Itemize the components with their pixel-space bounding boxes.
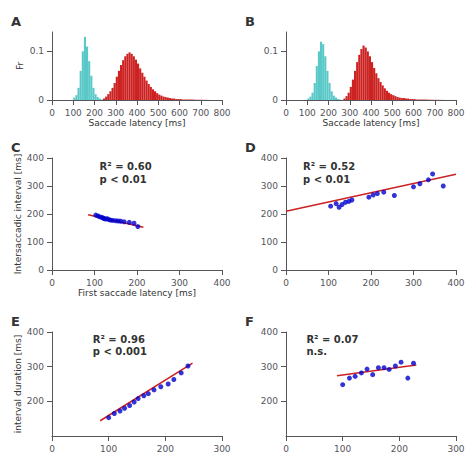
- svg-text:p < 0.001: p < 0.001: [93, 346, 147, 357]
- svg-text:Saccade latency [ms]: Saccade latency [ms]: [88, 118, 185, 128]
- svg-text:300: 300: [261, 181, 278, 191]
- svg-text:C: C: [11, 140, 21, 155]
- svg-text:600: 600: [171, 108, 188, 118]
- svg-text:0.1: 0.1: [264, 46, 278, 56]
- svg-text:Saccade latency [ms]: Saccade latency [ms]: [322, 118, 419, 128]
- svg-text:0: 0: [49, 444, 55, 454]
- svg-text:R² = 0.52: R² = 0.52: [303, 161, 355, 172]
- svg-text:400: 400: [447, 278, 464, 288]
- svg-text:D: D: [245, 140, 256, 155]
- svg-text:E: E: [11, 314, 20, 329]
- svg-text:First saccade latency [ms]: First saccade latency [ms]: [78, 288, 196, 298]
- svg-text:200: 200: [261, 209, 278, 219]
- svg-text:200: 200: [391, 444, 408, 454]
- svg-text:R² = 0.60: R² = 0.60: [100, 161, 152, 172]
- svg-text:300: 300: [107, 108, 124, 118]
- svg-text:0: 0: [272, 265, 278, 275]
- svg-text:300: 300: [447, 444, 464, 454]
- svg-text:0: 0: [283, 108, 289, 118]
- svg-text:800: 800: [213, 108, 230, 118]
- svg-text:F: F: [245, 314, 254, 329]
- svg-text:200: 200: [261, 396, 278, 406]
- svg-text:400: 400: [27, 153, 44, 163]
- svg-text:200: 200: [320, 108, 337, 118]
- svg-text:R² = 0.96: R² = 0.96: [93, 334, 145, 345]
- svg-text:100: 100: [261, 237, 278, 247]
- svg-text:400: 400: [27, 327, 44, 337]
- svg-text:A: A: [11, 14, 21, 29]
- svg-text:B: B: [245, 14, 255, 29]
- svg-text:200: 200: [27, 209, 44, 219]
- svg-text:400: 400: [362, 108, 379, 118]
- svg-text:0: 0: [49, 108, 55, 118]
- svg-text:700: 700: [192, 108, 209, 118]
- svg-text:100: 100: [320, 278, 337, 288]
- svg-text:400: 400: [128, 108, 145, 118]
- svg-text:300: 300: [27, 362, 44, 372]
- svg-text:0: 0: [38, 265, 44, 275]
- svg-text:p < 0.01: p < 0.01: [303, 174, 350, 185]
- svg-text:0.1: 0.1: [30, 46, 44, 56]
- svg-text:p < 0.01: p < 0.01: [100, 174, 147, 185]
- svg-text:200: 200: [157, 444, 174, 454]
- svg-text:800: 800: [447, 108, 464, 118]
- svg-text:300: 300: [261, 362, 278, 372]
- svg-text:n.s.: n.s.: [306, 346, 327, 357]
- svg-text:100: 100: [86, 278, 103, 288]
- svg-text:100: 100: [100, 444, 117, 454]
- svg-text:500: 500: [150, 108, 167, 118]
- svg-text:300: 300: [27, 181, 44, 191]
- svg-text:200: 200: [86, 108, 103, 118]
- svg-text:200: 200: [362, 278, 379, 288]
- svg-text:700: 700: [426, 108, 443, 118]
- svg-text:300: 300: [171, 278, 188, 288]
- svg-text:0: 0: [283, 278, 289, 288]
- svg-text:300: 300: [213, 444, 230, 454]
- svg-text:100: 100: [65, 108, 82, 118]
- svg-text:600: 600: [405, 108, 422, 118]
- svg-text:400: 400: [261, 327, 278, 337]
- svg-text:400: 400: [261, 153, 278, 163]
- svg-text:0: 0: [272, 95, 278, 105]
- svg-text:200: 200: [27, 396, 44, 406]
- svg-text:100: 100: [299, 108, 316, 118]
- svg-text:Fr: Fr: [15, 62, 25, 71]
- svg-text:200: 200: [128, 278, 145, 288]
- svg-text:300: 300: [341, 108, 358, 118]
- svg-text:interval duration [ms]: interval duration [ms]: [13, 335, 23, 433]
- svg-text:0: 0: [38, 95, 44, 105]
- svg-text:100: 100: [27, 237, 44, 247]
- svg-text:R² = 0.07: R² = 0.07: [306, 334, 358, 345]
- svg-text:500: 500: [384, 108, 401, 118]
- svg-text:100: 100: [334, 444, 351, 454]
- svg-text:0: 0: [283, 444, 289, 454]
- svg-text:0: 0: [49, 278, 55, 288]
- svg-text:Intersaccadic interval [ms]: Intersaccadic interval [ms]: [13, 154, 23, 274]
- svg-text:300: 300: [405, 278, 422, 288]
- svg-text:400: 400: [213, 278, 230, 288]
